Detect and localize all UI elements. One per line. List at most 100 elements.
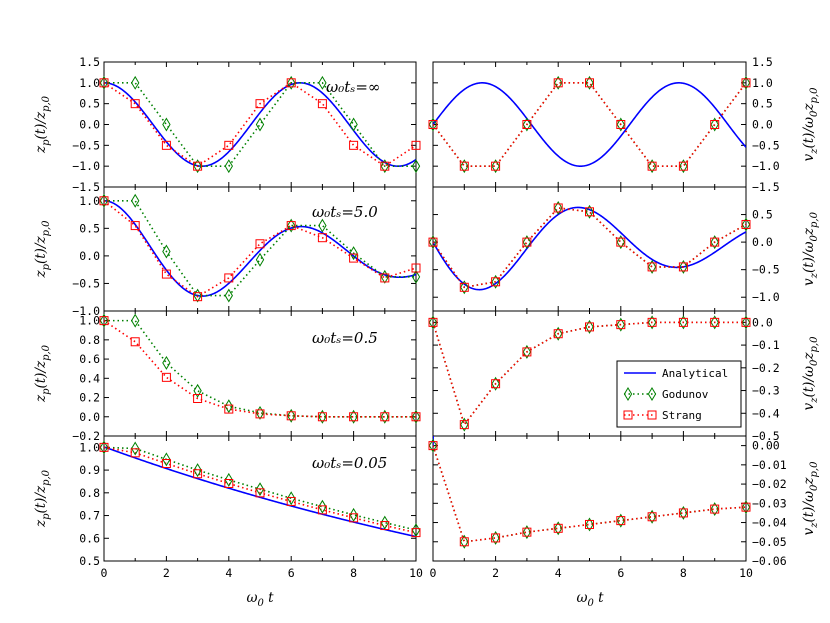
- panel-r3-left-strang-point-9: [380, 412, 390, 422]
- panel-r3-right-ylabel-1: −0.1: [752, 338, 780, 352]
- panel-r2-right-godunov-point-1: [460, 280, 469, 295]
- panel-r4-right-godunov-point-2: [491, 530, 500, 545]
- legend-godunov-label: Godunov: [662, 388, 709, 401]
- panel-r4-left: 1.0 0.9 0.8 0.7 0.6 0.50 2 4 6 8 10 ω₀tₛ=0.05: [79, 435, 423, 580]
- left-ylabel-row-4: zp(t)/zp,0: [33, 469, 52, 528]
- panel-r3-right-strang-point-2: [491, 379, 501, 389]
- panel-r3-right-strang-point-0: [428, 317, 438, 327]
- panel-r1-left-godunov-point-10: [411, 159, 421, 174]
- panel-r3-right-strang-line: [433, 321, 746, 427]
- panel-r2-right-ylabel-0: 0.5: [752, 208, 773, 222]
- annotation-row-1: ω₀tₛ=∞: [326, 78, 380, 96]
- panel-r2-right-strang-point-3: [522, 237, 532, 247]
- panel-r4-right-ylabel-6: −0.06: [752, 554, 787, 568]
- panel-r1-right-godunov-point-2: [491, 159, 500, 174]
- panel-r4-right-strang-point-2: [491, 533, 501, 543]
- panel-r1-right-godunov-point-10: [741, 75, 751, 90]
- panel-r4-left-godunov-point-8: [349, 507, 358, 522]
- panel-r3-left-strang-point-2: [161, 372, 171, 382]
- panel-r1-right-strang-point-10: [741, 78, 751, 88]
- panel-r3-right: 0.0 −0.1 −0.2 −0.3 −0.4 −0.5: [428, 310, 780, 443]
- panel-r3-right-ylabel-0: 0.0: [752, 315, 773, 329]
- panel-r3-left-ylabel-2: 0.6: [79, 352, 100, 366]
- panel-r2-right: 0.5 0.0 −0.5 −1.0: [428, 186, 780, 312]
- panel-r1-left-analytical-line: [104, 82, 416, 167]
- panel-r3-left-strang-point-4: [224, 404, 234, 414]
- panel-r3-left-strang-point-3: [193, 394, 203, 403]
- panel-r3-right-godunov-point-6: [616, 317, 625, 332]
- panel-r2-right-ylabel-2: −0.5: [752, 263, 780, 277]
- legend-strang-marker-a: [623, 410, 633, 420]
- panel-r4-left-godunov-point-5: [255, 482, 265, 497]
- x-axis-label-left: ω0 t: [246, 590, 274, 609]
- panel-r2-right-strang-point-6: [616, 237, 626, 247]
- panel-r1-left-strang-point-7: [317, 99, 327, 109]
- panel-r1-left-ylabel-1: 1.0: [79, 76, 100, 90]
- panel-r1-left-plot-area: [104, 81, 416, 168]
- panel-r4-left-godunov-point-9: [380, 515, 389, 530]
- panel-r3-left-godunov-point-1: [131, 313, 140, 328]
- panel-r4-right-xlabel-2: 4: [555, 566, 562, 580]
- panel-r3-left-godunov-point-2: [162, 355, 171, 370]
- panel-r2-right-strang-line: [433, 207, 746, 289]
- panel-r2-right-analytical-line: [433, 206, 746, 291]
- panel-r4-right-strang-point-7: [647, 512, 657, 522]
- panel-r4-right-ylabel-0: 0.00: [752, 439, 780, 453]
- panel-r1-left-ylabel-2: 0.5: [79, 97, 100, 111]
- panel-r3-left-strang-point-1: [130, 337, 140, 347]
- panel-r1-left-godunov-point-5: [255, 117, 265, 132]
- panel-r4-right-godunov-point-5: [585, 517, 594, 532]
- panel-r2-right-godunov-line: [433, 207, 746, 289]
- panel-r4-right-godunov-point-0: [428, 438, 438, 453]
- panel-r4-right-godunov-point-8: [679, 505, 688, 520]
- panel-r1-left-ylabel-3: 0.0: [79, 118, 100, 132]
- panel-r2-left-plot-area: [104, 199, 416, 298]
- panel-r1-right-strang-point-4: [553, 78, 563, 88]
- panel-r2-right-ylabel-3: −1.0: [752, 290, 780, 304]
- panel-r3-left-godunov-point-8: [349, 409, 358, 424]
- panel-r2-left-godunov-point-8: [349, 246, 358, 261]
- annotation-row-3: ω₀tₛ=0.5: [312, 329, 378, 347]
- panel-r1-left-godunov-point-2: [162, 117, 171, 132]
- panel-r4-left-ylabel-5: 0.5: [79, 554, 100, 568]
- panel-r4-left-strang-point-5: [255, 488, 265, 498]
- panel-r3-right-godunov-point-5: [585, 319, 594, 334]
- panel-r4-left-strang-point-4: [224, 479, 234, 488]
- panel-r4-left-ylabel-3: 0.7: [79, 509, 100, 523]
- panel-r2-left-godunov-point-4: [224, 288, 233, 303]
- panel-r4-right-ylabel-2: −0.02: [752, 477, 787, 491]
- panel-r1-left-strang-point-0: [99, 78, 109, 88]
- panel-r1-left-strang-point-1: [130, 99, 140, 109]
- panel-r3-right-strang-point-6: [616, 320, 626, 330]
- panel-r4-left-strang-point-1: [130, 448, 140, 458]
- panel-r1-right-godunov-point-7: [647, 159, 657, 174]
- panel-r3-right-godunov-point-9: [710, 315, 719, 330]
- panel-r1-right-frame: [432, 61, 747, 188]
- panel-r3-left-strang-point-10: [411, 412, 421, 422]
- panel-r1-right-godunov-line: [433, 82, 746, 167]
- panel-r1-right-strang-point-6: [616, 120, 626, 129]
- panel-r2-right-strang-point-10: [741, 219, 751, 229]
- panel-r4-right-strang-point-8: [678, 508, 688, 518]
- panel-r3-right-ylabel-2: −0.2: [752, 361, 780, 375]
- panel-r4-left-strang-point-10: [411, 528, 421, 538]
- panel-r4-left-xlabel-5: 10: [409, 566, 423, 580]
- panel-r3-right-ylabel-4: −0.4: [752, 406, 780, 420]
- panel-r1-right-strang-point-3: [522, 120, 532, 129]
- panel-r4-left-ylabel-2: 0.8: [79, 486, 100, 500]
- panel-r1-right-godunov-point-8: [679, 159, 688, 174]
- panel-r4-left-xlabel-3: 6: [288, 566, 295, 580]
- panel-r2-left-godunov-line: [104, 199, 416, 297]
- panel-r3-right-strang-point-1: [459, 420, 469, 430]
- panel-r3-left-godunov-point-3: [193, 383, 202, 398]
- panel-r4-left-godunov-point-2: [162, 452, 171, 467]
- panel-r4-left-godunov-point-1: [131, 441, 140, 456]
- panel-r1-left-godunov-point-8: [349, 117, 358, 132]
- panel-r1-right-ylabel-6: −1.5: [752, 180, 780, 194]
- panel-r3-right-godunov-point-1: [460, 417, 469, 432]
- panel-r1-right-plot-area: [433, 82, 746, 167]
- panel-r4-right-godunov-point-3: [522, 525, 532, 540]
- panel-r1-right-ylabel-2: 0.5: [752, 97, 773, 111]
- panel-r4-left-godunov-point-3: [193, 463, 202, 478]
- panel-r2-right-godunov-point-0: [428, 235, 438, 250]
